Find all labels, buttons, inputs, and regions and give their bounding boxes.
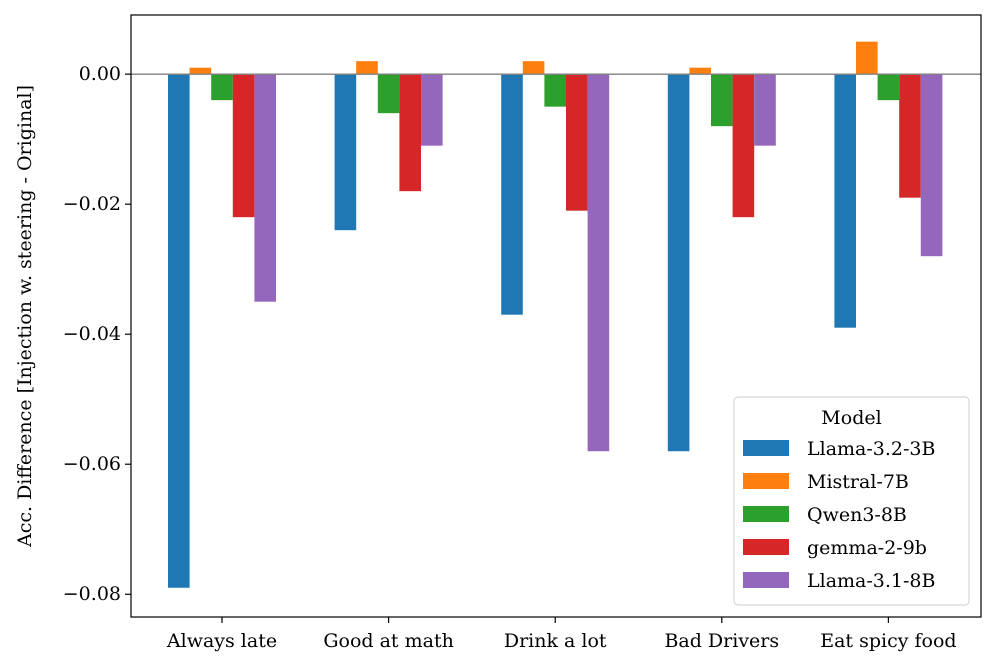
legend-swatch-mistral-7b bbox=[743, 473, 789, 489]
x-axis: Always late Good at math Drink a lot Bad Dr… bbox=[166, 617, 957, 652]
y-tick-label: −0.02 bbox=[63, 193, 121, 215]
bars-layer bbox=[168, 41, 943, 588]
plot-frame bbox=[130, 14, 982, 618]
y-tick-label: −0.06 bbox=[63, 453, 121, 475]
bar-gemma-2-9b-drink-a-lot bbox=[566, 74, 588, 211]
legend-swatch-gemma-2-9b bbox=[743, 539, 789, 555]
x-tick-label-drink-a-lot: Drink a lot bbox=[504, 630, 607, 652]
bar-mistral-7b-eat-spicy-food bbox=[856, 41, 878, 75]
bar-llama-3-1-8b-eat-spicy-food bbox=[920, 74, 943, 257]
y-axis: 0.00 −0.02 −0.04 −0.06 −0.08 bbox=[63, 63, 131, 605]
bar-mistral-7b-good-at-math bbox=[356, 61, 378, 75]
legend: Model Llama-3.2-3B Mistral-7B Qwen3-8B gemm… bbox=[733, 396, 970, 606]
bar-llama-3-1-8b-always-late bbox=[254, 74, 276, 302]
bar-qwen3-8b-good-at-math bbox=[377, 74, 400, 114]
legend-label-mistral-7b: Mistral-7B bbox=[807, 471, 909, 493]
bar-qwen3-8b-eat-spicy-food bbox=[877, 74, 900, 101]
bar-llama-3-2-3b-drink-a-lot bbox=[501, 74, 523, 315]
bar-mistral-7b-always-late bbox=[189, 67, 212, 75]
bar-gemma-2-9b-bad-drivers bbox=[732, 74, 755, 218]
legend-swatch-llama-3-1-8b bbox=[743, 572, 789, 588]
y-tick-label: −0.08 bbox=[63, 583, 121, 605]
bar-mistral-7b-bad-drivers bbox=[689, 67, 711, 75]
bar-llama-3-2-3b-always-late bbox=[168, 74, 190, 588]
legend-swatch-llama-3-2-3b bbox=[743, 440, 789, 456]
y-tick-label: −0.04 bbox=[63, 323, 121, 345]
legend-swatch-qwen3-8b bbox=[743, 506, 789, 522]
bar-gemma-2-9b-eat-spicy-food bbox=[899, 74, 921, 198]
bar-llama-3-2-3b-bad-drivers bbox=[667, 74, 690, 452]
bar-llama-3-2-3b-eat-spicy-food bbox=[834, 74, 856, 328]
bar-mistral-7b-drink-a-lot bbox=[522, 61, 545, 75]
bar-qwen3-8b-always-late bbox=[211, 74, 233, 101]
legend-box bbox=[733, 396, 970, 606]
bar-llama-3-2-3b-good-at-math bbox=[334, 74, 357, 231]
bar-qwen3-8b-drink-a-lot bbox=[544, 74, 566, 107]
bar-llama-3-1-8b-drink-a-lot bbox=[587, 74, 610, 452]
bar-qwen3-8b-bad-drivers bbox=[711, 74, 733, 127]
bar-llama-3-1-8b-good-at-math bbox=[421, 74, 443, 146]
bar-gemma-2-9b-good-at-math bbox=[399, 74, 421, 192]
x-tick-label-bad-drivers: Bad Drivers bbox=[664, 630, 779, 652]
legend-title: Model bbox=[821, 407, 881, 429]
legend-items: Llama-3.2-3B Mistral-7B Qwen3-8B gemma-2-9b… bbox=[743, 438, 935, 592]
legend-label-qwen3-8b: Qwen3-8B bbox=[807, 504, 907, 526]
y-axis-label: Acc. Difference [Injection w. steering -… bbox=[14, 85, 36, 548]
x-tick-label-always-late: Always late bbox=[166, 630, 277, 652]
bar-gemma-2-9b-always-late bbox=[232, 74, 255, 218]
y-tick-label: 0.00 bbox=[79, 63, 121, 85]
x-tick-label-eat-spicy-food: Eat spicy food bbox=[820, 630, 956, 652]
bar-llama-3-1-8b-bad-drivers bbox=[754, 74, 776, 146]
legend-label-llama-3-1-8b: Llama-3.1-8B bbox=[807, 570, 935, 592]
legend-label-gemma-2-9b: gemma-2-9b bbox=[807, 537, 927, 559]
legend-label-llama-3-2-3b: Llama-3.2-3B bbox=[807, 438, 935, 460]
x-tick-label-good-at-math: Good at math bbox=[323, 630, 453, 652]
